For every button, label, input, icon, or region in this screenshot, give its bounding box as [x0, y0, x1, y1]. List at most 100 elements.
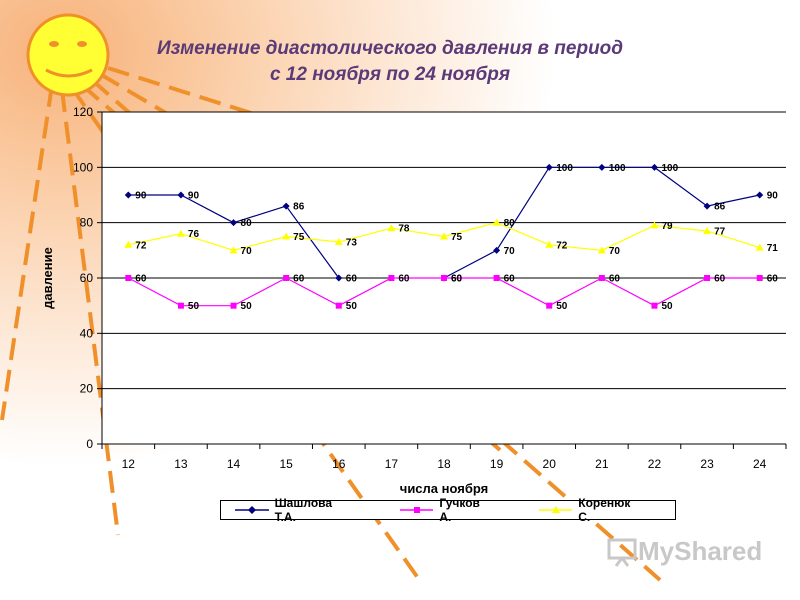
y-axis-label: давление	[40, 247, 55, 309]
series-1-point-21	[598, 163, 606, 171]
x-tick-label-18: 18	[437, 457, 451, 471]
series-1-point-12	[124, 191, 132, 199]
legend-marker-3	[538, 506, 573, 513]
series-3-point-18	[440, 232, 448, 240]
series-1-point-24	[756, 191, 764, 199]
series-3-label-21: 70	[609, 246, 621, 257]
series-3-point-17	[387, 224, 396, 232]
series-3-point-14	[229, 246, 238, 254]
x-tick-label-23: 23	[700, 457, 714, 471]
series-3-label-22: 79	[661, 221, 673, 232]
series-2-label-14: 50	[241, 301, 253, 312]
series-1-label-18: 60	[451, 274, 463, 285]
x-tick-label-13: 13	[174, 457, 188, 471]
legend-label-3: Коренюк С.	[578, 496, 631, 524]
series-2-point-24	[756, 275, 763, 281]
legend-item-3: Коренюк С.	[538, 496, 645, 524]
series-3-point-21	[597, 246, 606, 254]
series-3-label-18: 75	[451, 232, 463, 243]
series-3: 72 76 70 75 73 78 75 80 72 70 79 77 71	[124, 218, 778, 257]
series-2-label-16: 50	[346, 301, 358, 312]
series-3-point-20	[545, 240, 554, 248]
y-tick-label-0: 0	[86, 437, 93, 451]
legend-label-2: Гучков А.	[439, 496, 480, 524]
series-2-label-15: 60	[293, 274, 305, 285]
series-1-label-13: 90	[188, 191, 200, 202]
x-tick-label-21: 21	[595, 457, 609, 471]
series-2-label-22: 50	[661, 301, 673, 312]
series-2-point-18	[441, 275, 447, 281]
series-1-point-22	[650, 163, 658, 171]
x-axis-label: числа ноября	[400, 481, 488, 496]
y-tick-label-60: 60	[80, 271, 94, 285]
series-3-point-13	[176, 229, 185, 237]
sun-icon	[26, 13, 110, 97]
x-tick-label-24: 24	[753, 457, 767, 471]
legend-label-1: Шашлова Т.А.	[274, 496, 333, 524]
series-2-point-15	[283, 275, 290, 281]
presentation-icon	[607, 538, 637, 567]
legend-item-1: Шашлова Т.А.	[235, 496, 356, 524]
series-3-label-15: 75	[293, 232, 305, 243]
x-tick-label-22: 22	[648, 457, 662, 471]
watermark-text: MyShared	[638, 536, 763, 566]
legend-item-2: Гучков А.	[399, 496, 495, 524]
series-3-label-13: 76	[188, 229, 200, 240]
series-2-label-17: 60	[398, 274, 410, 285]
series-2-point-19	[493, 275, 500, 281]
series-3-point-19	[492, 218, 501, 226]
series-3-point-12	[124, 240, 133, 248]
y-tick-label-80: 80	[80, 216, 94, 230]
series-1-label-12: 90	[135, 191, 147, 202]
series-1-label-15: 86	[293, 202, 305, 213]
series-2-point-23	[704, 275, 711, 281]
x-tick-label-16: 16	[332, 457, 346, 471]
series-3-point-23	[703, 226, 712, 234]
series-1-point-23	[703, 202, 711, 210]
y-tick-label-40: 40	[80, 326, 94, 340]
series-2-label-20: 50	[556, 301, 568, 312]
series-1-point-14	[230, 219, 238, 227]
series-2-label-18: 60	[451, 274, 463, 285]
series-2-label-19: 60	[504, 274, 516, 285]
x-tick-label-20: 20	[543, 457, 557, 471]
series-3-point-22	[650, 221, 659, 229]
series-1: 90 90 80 86 60 60 70 100 100 100 86 90	[124, 163, 778, 285]
series-2-point-17	[388, 275, 395, 281]
series-1-label-21: 100	[609, 163, 626, 174]
chart-title-line-1: Изменение диастолического давления в пер…	[156, 38, 624, 59]
series-2-point-13	[177, 302, 184, 309]
series-2: 60 50 50 60 50 60 60 60 50 60 50 60 60	[125, 274, 779, 312]
series-2-label-21: 60	[609, 274, 621, 285]
legend-marker-2	[399, 507, 434, 513]
chart-title-line-2: с 12 ноября по 24 ноября	[269, 64, 511, 85]
series-2-label-12: 60	[135, 274, 147, 285]
series-1-label-16: 60	[346, 274, 358, 285]
x-tick-label-12: 12	[122, 457, 136, 471]
x-tick-label-19: 19	[490, 457, 504, 471]
x-tick-label-15: 15	[279, 457, 293, 471]
series-1-label-19: 70	[504, 246, 516, 257]
series-3-label-23: 77	[714, 226, 726, 237]
series-2-label-24: 60	[767, 274, 779, 285]
series-3-label-14: 70	[241, 246, 253, 257]
series-1-point-20	[545, 163, 553, 171]
series-3-label-17: 78	[398, 224, 410, 235]
series-2-point-20	[546, 302, 553, 309]
legend-marker-1	[235, 506, 269, 514]
series-3-point-15	[282, 232, 291, 240]
series-1-point-15	[282, 202, 290, 210]
series-3-label-12: 72	[135, 240, 147, 251]
legend: Шашлова Т.А. Гучков А. Коренюк С.	[220, 496, 676, 524]
series-1-point-13	[177, 191, 185, 199]
series-3-point-24	[755, 243, 764, 251]
series-1-label-23: 86	[714, 202, 726, 213]
y-tick-label-100: 100	[73, 160, 93, 174]
series-2-label-23: 60	[714, 274, 726, 285]
series-3-label-19: 80	[504, 218, 516, 229]
series-2-point-22	[651, 302, 658, 309]
series-2-point-14	[230, 302, 237, 309]
series-3-label-20: 72	[556, 240, 568, 251]
series-2-label-13: 50	[188, 301, 200, 312]
